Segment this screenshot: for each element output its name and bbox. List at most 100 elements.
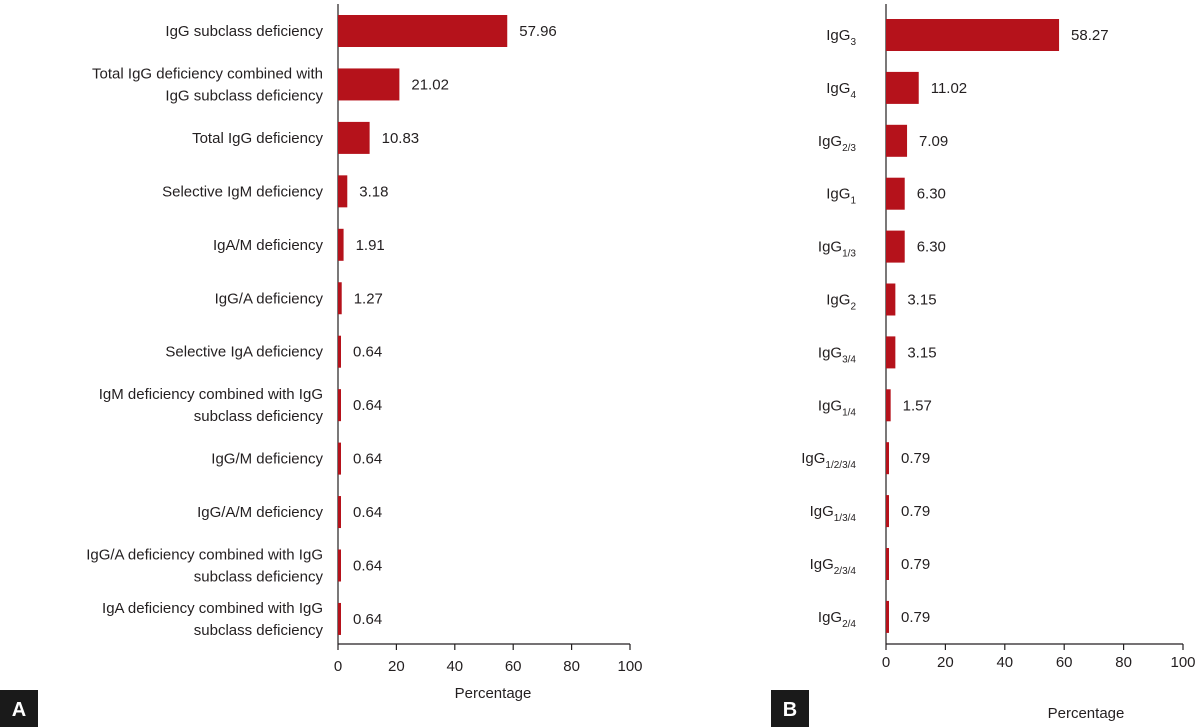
panel-a-badge-bg — [0, 690, 38, 727]
panel-b-bar — [886, 495, 889, 528]
panel-b-category-base: IgG — [826, 292, 850, 309]
panel-b-category-label: IgG2/3 — [818, 133, 857, 154]
panel-a-category-label-line: IgG subclass deficiency — [165, 23, 323, 40]
panel-a-category-label: IgM deficiency combined with IgG subclass… — [99, 386, 324, 425]
panel-a-category-label-line: Total IgG deficiency — [192, 130, 323, 147]
panel-b-category-base: IgG — [801, 450, 825, 467]
panel-a-category-label: IgA deficiency combined with IgG subclass… — [102, 600, 323, 639]
panel-b-value-label: 0.79 — [901, 503, 930, 520]
panel-a-category-label: IgG/A deficiency — [215, 290, 324, 307]
panel-b-category-subscript: 1 — [850, 196, 856, 207]
panel-b-category-base: IgG — [818, 239, 842, 256]
panel-b-category-base: IgG — [818, 397, 842, 414]
panel-b-category-base: IgG — [818, 609, 842, 626]
panel-b-category-label: IgG1/2/3/4 — [801, 450, 856, 471]
panel-b-category-label: IgG2 — [826, 292, 856, 313]
panel-a-bar — [338, 15, 508, 47]
panel-b-category-label: IgG1/4 — [818, 397, 857, 418]
panel-b-category-subscript: 2/4 — [842, 619, 856, 630]
panel-b-bar — [886, 442, 889, 475]
panel-a-tick-label: 40 — [446, 658, 463, 675]
panel-b-value-label: 58.27 — [1071, 27, 1109, 44]
panel-a-category-label: Selective IgA deficiency — [165, 344, 323, 361]
panel-a-category-label-line: Selective IgM deficiency — [162, 183, 323, 200]
panel-a-bar — [338, 442, 341, 475]
panel-a-tick-label: 0 — [334, 658, 342, 675]
panel-b-bar — [886, 124, 908, 157]
panel-b-badge-bg — [771, 690, 809, 727]
panel-a-category-label-line: IgG/A deficiency combined with IgG — [86, 547, 323, 564]
panel-b-bar — [886, 548, 889, 580]
panel-b-letter: B — [783, 699, 797, 721]
panel-a-bar — [338, 121, 370, 154]
panel-a-category-label: Selective IgM deficiency — [162, 183, 323, 200]
panel-b-tick-label: 20 — [937, 654, 954, 671]
panel-a-category-label-line: Total IgG deficiency combined with — [92, 65, 323, 82]
panel-b-category-subscript: 4 — [850, 90, 856, 101]
panel-b-value-label: 6.30 — [917, 239, 946, 256]
panel-a-category-label: Total IgG deficiency — [192, 130, 323, 147]
panel-b-value-label: 7.09 — [919, 133, 948, 150]
panel-a-bar — [338, 389, 341, 422]
panel-b-category-base: IgG — [810, 503, 834, 520]
panel-b-category-subscript: 3 — [850, 37, 856, 48]
panel-b-category-base: IgG — [818, 344, 842, 361]
panel-a-category-label-line: IgA/M deficiency — [213, 237, 324, 254]
panel-b-value-label: 6.30 — [917, 186, 946, 203]
panel-a-category-label: IgG subclass deficiency — [165, 23, 323, 40]
panel-b-category-label: IgG1 — [826, 186, 856, 207]
panel-b-value-label: 3.15 — [907, 292, 936, 309]
panel-a-category-label-line: Selective IgA deficiency — [165, 344, 323, 361]
panel-b-category-subscript: 2/3/4 — [834, 566, 857, 577]
panel-a-tick-label: 20 — [388, 658, 405, 675]
panel-b-bar — [886, 230, 905, 263]
panel-b-category-base: IgG — [826, 80, 850, 97]
panel-b-category-base: IgG — [810, 556, 834, 573]
panel-a-value-label: 1.91 — [356, 237, 385, 254]
panel-b-bar — [886, 19, 1060, 51]
panel-a-category-label-line: subclass deficiency — [194, 622, 324, 639]
panel-a-bar — [338, 335, 341, 368]
panel-b-category-label: IgG3 — [826, 27, 856, 48]
panel-b-bar — [886, 177, 905, 210]
panel-b-value-label: 0.79 — [901, 450, 930, 467]
panel-b-bar — [886, 389, 891, 422]
panel-a-chart: 0 20 40 60 80 100 Percentage 57.96 IgG subclass … — [86, 4, 643, 702]
panel-b-tick-label: 100 — [1170, 654, 1195, 671]
panel-a-bar — [338, 282, 342, 315]
panel-b-category-subscript: 1/4 — [842, 407, 856, 418]
panel-a-badge: A — [0, 690, 38, 727]
panel-b-chart: 0 20 40 60 80 100Percentage58.27IgG311.02IgG4… — [801, 4, 1196, 722]
panel-b-bar — [886, 600, 889, 633]
panel-a-bar — [338, 549, 341, 582]
panel-b-category-subscript: 2 — [850, 302, 856, 313]
panel-b-value-label: 0.79 — [901, 609, 930, 626]
panel-a-category-label-line: subclass deficiency — [194, 569, 324, 586]
panel-a-category-label-line: IgG subclass deficiency — [165, 87, 323, 104]
panel-a-value-label: 10.83 — [382, 130, 420, 147]
panel-b-badge: B — [771, 690, 809, 727]
panel-b-tick-label: 40 — [996, 654, 1013, 671]
panel-a-value-label: 1.27 — [354, 290, 383, 307]
panel-a-value-label: 0.64 — [353, 344, 382, 361]
panel-b-value-label: 1.57 — [903, 397, 932, 414]
panel-b-value-label: 3.15 — [907, 344, 936, 361]
panel-a-tick-label: 100 — [617, 658, 642, 675]
panel-a-category-label-line: IgA deficiency combined with IgG — [102, 600, 323, 617]
panel-b-category-subscript: 1/3/4 — [834, 513, 857, 524]
panel-a-value-label: 0.64 — [353, 397, 382, 414]
panel-b-bar — [886, 71, 919, 104]
panel-b-category-label: IgG3/4 — [818, 344, 857, 365]
panel-a-value-label: 3.18 — [359, 183, 388, 200]
panel-b-category-subscript: 3/4 — [842, 354, 856, 365]
panel-a-category-label-line: subclass deficiency — [194, 408, 324, 425]
panel-a-bar — [338, 175, 348, 208]
panel-a-tick-label: 60 — [505, 658, 522, 675]
panel-b-category-base: IgG — [826, 27, 850, 44]
panel-a-bar — [338, 228, 344, 261]
panel-b-category-subscript: 1/2/3/4 — [825, 460, 856, 471]
panel-a-category-label: IgG/A/M deficiency — [197, 504, 323, 521]
panel-a-value-label: 57.96 — [519, 23, 557, 40]
panel-b-category-label: IgG2/4 — [818, 609, 857, 630]
